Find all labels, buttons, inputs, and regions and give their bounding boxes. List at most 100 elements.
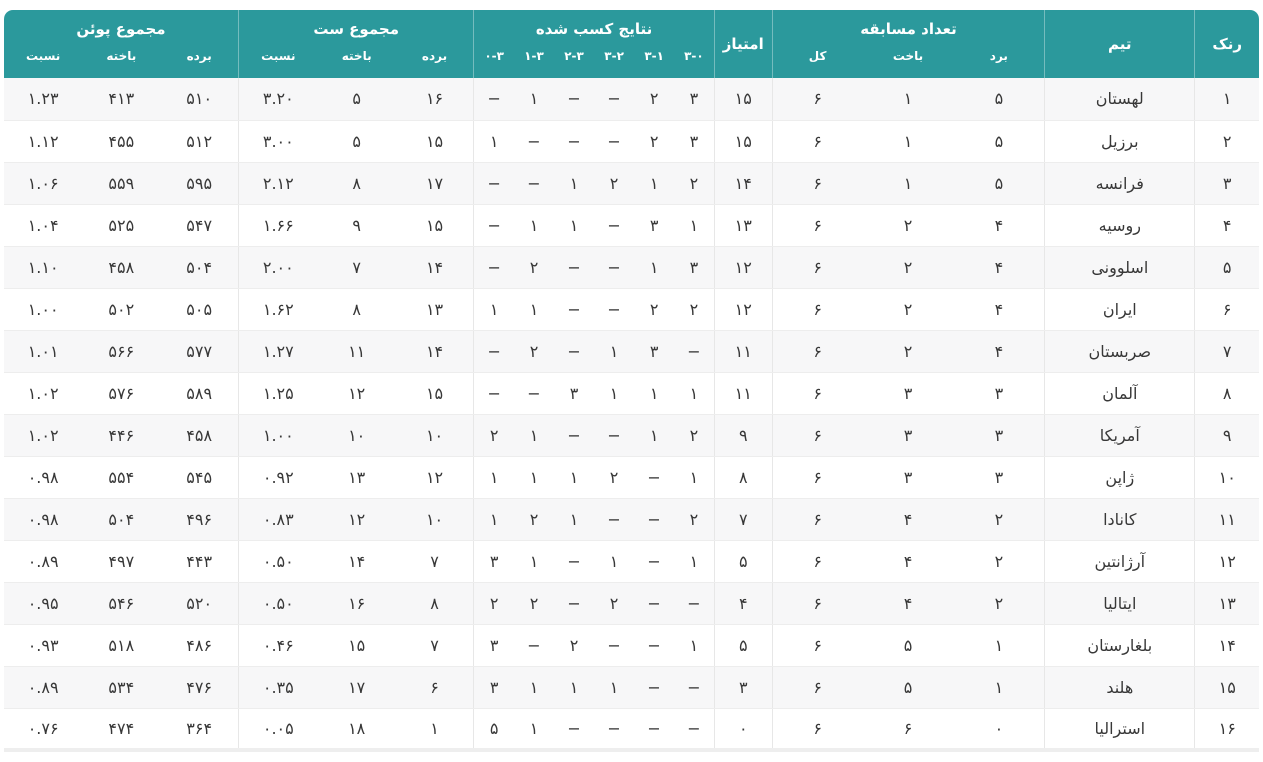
cell-result-3-0: ۳: [674, 246, 715, 289]
cell-result-0-3: ۱: [473, 498, 514, 541]
cell-total-points-ratio: ۰.۹۸: [4, 498, 83, 541]
cell-result-0-3: −: [473, 78, 514, 121]
cell-sets-won: ۸: [395, 582, 475, 625]
cell-result-3-0: ۳: [674, 78, 715, 121]
cell-matches-total: ۶: [772, 540, 863, 583]
cell-total-points-ratio: ۱.۱۲: [4, 120, 83, 163]
cell-sets-won: ۱۷: [395, 162, 475, 205]
cell-total-points-ratio: ۰.۹۵: [4, 582, 83, 625]
col-header-result-3-1: ۳-۱: [634, 48, 675, 78]
cell-matches-total: ۶: [772, 120, 863, 163]
cell-total-points-ratio: ۱.۰۲: [4, 414, 83, 457]
cell-matches-total: ۶: [772, 204, 863, 247]
cell-points: ۷: [714, 498, 773, 541]
cell-result-3-1: −: [634, 540, 675, 583]
cell-sets-won: ۱۵: [395, 120, 475, 163]
cell-matches-total: ۶: [772, 582, 863, 625]
cell-sets-won: ۷: [395, 540, 475, 583]
cell-result-0-3: ۲: [473, 414, 514, 457]
table-row: ۱۳ ایتالیا ۲ ۴ ۶ ۴ − − ۲ − ۲ ۲ ۸ ۱۶ ۰.۵۰…: [4, 582, 1259, 625]
cell-points: ۱۱: [714, 372, 773, 415]
cell-matches-win: ۵: [953, 162, 1046, 205]
cell-total-points-ratio: ۱.۱۰: [4, 246, 83, 289]
cell-result-2-3: ۱: [554, 498, 595, 541]
cell-rank: ۷: [1194, 330, 1259, 373]
cell-sets-won: ۱: [395, 708, 475, 752]
col-group-matches: تعداد مسابقه: [772, 10, 1046, 48]
cell-sets-ratio: ۰.۹۲: [238, 456, 318, 499]
cell-sets-won: ۷: [395, 624, 475, 667]
cell-sets-lost: ۸: [317, 162, 396, 205]
cell-points: ۹: [714, 414, 773, 457]
cell-total-points-won: ۵۱۲: [160, 120, 239, 163]
cell-sets-lost: ۱۷: [317, 666, 396, 709]
cell-matches-win: ۴: [953, 330, 1046, 373]
cell-total-points-ratio: ۱.۰۱: [4, 330, 83, 373]
cell-matches-win: ۳: [953, 414, 1046, 457]
cell-sets-ratio: ۰.۵۰: [238, 582, 318, 625]
cell-result-3-1: ۱: [634, 372, 675, 415]
table-row: ۷ صربستان ۴ ۲ ۶ ۱۱ − ۳ ۱ − ۲ − ۱۴ ۱۱ ۱.۲…: [4, 330, 1259, 373]
cell-result-2-3: −: [554, 582, 595, 625]
cell-rank: ۱۱: [1194, 498, 1259, 541]
cell-sets-ratio: ۰.۴۶: [238, 624, 318, 667]
cell-matches-loss: ۴: [862, 498, 954, 541]
cell-points: ۸: [714, 456, 773, 499]
cell-sets-won: ۱۵: [395, 204, 475, 247]
cell-total-points-lost: ۵۵۹: [82, 162, 161, 205]
cell-result-0-3: ۱: [473, 456, 514, 499]
cell-matches-loss: ۳: [862, 372, 954, 415]
cell-rank: ۱۵: [1194, 666, 1259, 709]
col-group-sets: مجموع ست: [238, 10, 475, 48]
cell-matches-loss: ۴: [862, 540, 954, 583]
cell-matches-total: ۶: [772, 666, 863, 709]
cell-result-3-0: ۲: [674, 288, 715, 331]
cell-total-points-lost: ۴۹۷: [82, 540, 161, 583]
cell-total-points-lost: ۴۵۵: [82, 120, 161, 163]
cell-sets-lost: ۷: [317, 246, 396, 289]
cell-total-points-lost: ۴۵۸: [82, 246, 161, 289]
cell-matches-win: ۳: [953, 456, 1046, 499]
col-header-result-2-3: ۲-۳: [554, 48, 595, 78]
col-header-points-ratio: نسبت: [4, 48, 83, 78]
cell-matches-win: ۱: [953, 624, 1046, 667]
cell-total-points-won: ۵۱۰: [160, 78, 239, 121]
cell-result-0-3: ۳: [473, 540, 514, 583]
cell-matches-win: ۰: [953, 708, 1046, 752]
cell-result-1-3: −: [513, 120, 555, 163]
cell-result-3-2: ۲: [594, 162, 635, 205]
cell-team: کانادا: [1044, 498, 1196, 541]
cell-team: آلمان: [1044, 372, 1196, 415]
col-header-result-3-2: ۳-۲: [594, 48, 635, 78]
cell-matches-win: ۱: [953, 666, 1046, 709]
cell-matches-loss: ۴: [862, 582, 954, 625]
cell-result-1-3: −: [513, 372, 555, 415]
cell-result-3-2: ۱: [594, 540, 635, 583]
cell-sets-won: ۱۳: [395, 288, 475, 331]
cell-sets-lost: ۱۳: [317, 456, 396, 499]
cell-points: ۱۵: [714, 120, 773, 163]
cell-total-points-lost: ۵۴۶: [82, 582, 161, 625]
cell-result-3-0: −: [674, 708, 715, 752]
table-row: ۳ فرانسه ۵ ۱ ۶ ۱۴ ۲ ۱ ۲ ۱ − − ۱۷ ۸ ۲.۱۲ …: [4, 162, 1259, 205]
cell-team: روسیه: [1044, 204, 1196, 247]
cell-matches-loss: ۱: [862, 120, 954, 163]
table-row: ۱۲ آرژانتین ۲ ۴ ۶ ۵ ۱ − ۱ − ۱ ۳ ۷ ۱۴ ۰.۵…: [4, 540, 1259, 583]
cell-result-3-1: −: [634, 624, 675, 667]
cell-result-2-3: −: [554, 120, 595, 163]
cell-sets-ratio: ۱.۰۰: [238, 414, 318, 457]
cell-result-0-3: −: [473, 246, 514, 289]
cell-sets-ratio: ۳.۰۰: [238, 120, 318, 163]
cell-result-2-3: ۱: [554, 666, 595, 709]
cell-total-points-lost: ۵۱۸: [82, 624, 161, 667]
cell-result-1-3: ۱: [513, 540, 555, 583]
cell-result-1-3: ۱: [513, 78, 555, 121]
cell-matches-loss: ۳: [862, 414, 954, 457]
cell-sets-ratio: ۱.۲۷: [238, 330, 318, 373]
cell-matches-total: ۶: [772, 624, 863, 667]
cell-points: ۱۳: [714, 204, 773, 247]
cell-result-3-1: ۱: [634, 162, 675, 205]
cell-matches-win: ۲: [953, 540, 1046, 583]
table-row: ۲ برزیل ۵ ۱ ۶ ۱۵ ۳ ۲ − − − ۱ ۱۵ ۵ ۳.۰۰ ۵…: [4, 120, 1259, 163]
col-header-result-0-3: ۰-۳: [473, 48, 514, 78]
